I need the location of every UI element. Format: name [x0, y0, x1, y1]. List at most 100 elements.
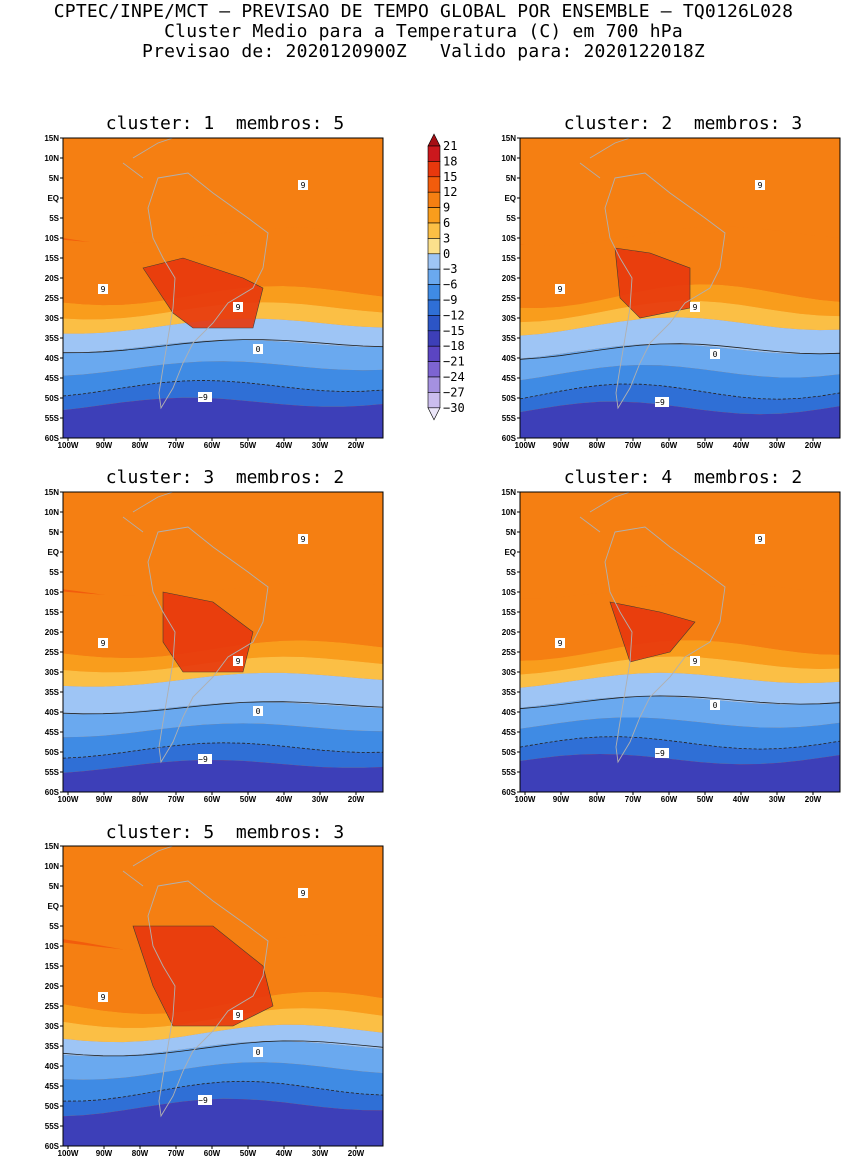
temperature-band: [520, 300, 840, 336]
lat-label: 60S: [45, 788, 60, 797]
lat-label: 15N: [44, 488, 59, 497]
map-frame: [519, 137, 841, 439]
lon-label: 20W: [348, 1149, 365, 1157]
lon-label: 40W: [276, 441, 293, 450]
lat-label: 50S: [502, 394, 517, 403]
lat-label: 60S: [45, 1142, 60, 1151]
map-panel-5: 9 9 9 0 −9 15N 10N 5N EQ 5S 10S 15S 20S 25S 30S 35S 40S 4…: [44, 842, 384, 1157]
hot-core-region: [132, 925, 274, 1027]
temperature-band: [520, 384, 840, 415]
contour-label-minus-9: −9: [198, 392, 212, 402]
south-america-coastline: [147, 526, 269, 764]
contour-label-0: 0: [253, 706, 263, 716]
panel-title-3: cluster: 3 membros: 2: [105, 467, 345, 488]
lat-label: 45S: [45, 374, 60, 383]
isotherm-minus-9: [62, 1080, 384, 1102]
contour-label-0: 0: [253, 344, 263, 354]
lat-label: 45S: [502, 374, 517, 383]
isotherm-zero: [62, 701, 384, 715]
temperature-band: [63, 1098, 383, 1146]
contour-label-9: 9: [690, 656, 700, 666]
lat-label: 5S: [49, 922, 59, 931]
lon-label: 90W: [96, 795, 113, 804]
header-line-3: Previsao de: 2020120900Z Valido para: 20…: [142, 41, 705, 62]
contour-label-minus-9: −9: [655, 397, 669, 407]
lat-label: 20S: [45, 274, 60, 283]
colorbar-swatch: [427, 207, 441, 224]
map-panel-2: 9 9 9 0 −9 15N 10N 5N EQ 5S 10S 15S 20S 25S 30S 35S 40S 4…: [501, 134, 841, 450]
temperature-band: [520, 365, 840, 400]
lon-label: 40W: [276, 795, 293, 804]
temperature-band: [520, 754, 840, 792]
map-frame: [62, 491, 384, 793]
colorbar-label: 18: [443, 154, 457, 168]
lat-label: 45S: [45, 1082, 60, 1091]
colorbar-swatch: [427, 145, 441, 162]
isotherm-zero: [519, 343, 841, 360]
temperature-band: [63, 672, 383, 715]
map-svg-2: 9 9 9 0 −9 15N 10N 5N EQ 5S 10S 15S 20S 25S 30S 35S 40S 4…: [501, 134, 841, 450]
lon-label: 100W: [58, 795, 79, 804]
colorbar-swatch: [427, 284, 441, 301]
panel-title-2: cluster: 2 membros: 3: [563, 113, 803, 134]
lon-label: 80W: [132, 1149, 149, 1157]
svg-text:0: 0: [713, 701, 718, 710]
temperature-band: [520, 284, 840, 323]
lat-label: 35S: [502, 334, 517, 343]
temperature-band: [520, 640, 840, 675]
lat-label: EQ: [504, 548, 516, 557]
colorbar-label: −15: [443, 324, 465, 338]
contour-label-9: 9: [233, 656, 243, 666]
isotherm-minus-9: [519, 736, 841, 750]
svg-text:−9: −9: [198, 1096, 208, 1105]
band-6-9: [63, 492, 383, 600]
contour-label-9: 9: [98, 992, 108, 1002]
colorbar-swatch: [427, 392, 441, 409]
colorbar-swatch: [427, 176, 441, 193]
lat-label: 40S: [502, 708, 517, 717]
svg-text:0: 0: [256, 1048, 261, 1057]
lat-label: EQ: [47, 548, 59, 557]
lon-label: 80W: [589, 441, 606, 450]
lat-label: 5N: [506, 174, 516, 183]
lat-label: 20S: [45, 628, 60, 637]
lat-label: 25S: [45, 294, 60, 303]
lat-label: 10N: [501, 508, 516, 517]
svg-text:9: 9: [758, 181, 763, 190]
isotherm-minus-9: [62, 742, 384, 759]
map-panel-4: 9 9 9 0 −9 15N 10N 5N EQ 5S 10S 15S 20S 25S 30S 35S 40S 4…: [501, 488, 841, 804]
lon-label: 30W: [312, 1149, 329, 1157]
panel-title-5: cluster: 5 membros: 3: [105, 822, 345, 843]
colorbar-swatch: [427, 161, 441, 178]
svg-text:9: 9: [301, 535, 306, 544]
hot-core-region: [162, 591, 254, 673]
lon-label: 20W: [805, 795, 822, 804]
colorbar-swatch: [427, 253, 441, 270]
isotherm-zero: [62, 339, 384, 354]
temperature-band: [63, 318, 383, 353]
lat-label: 10S: [45, 588, 60, 597]
lat-label: 45S: [45, 728, 60, 737]
lat-label: 25S: [502, 648, 517, 657]
colorbar-swatch: [427, 361, 441, 378]
lat-label: 60S: [502, 788, 517, 797]
temperature-band: [520, 696, 840, 729]
lon-label: 30W: [769, 795, 786, 804]
south-america-coastline: [604, 526, 726, 764]
lon-label: 80W: [132, 441, 149, 450]
contour-label-minus-9: −9: [198, 1095, 212, 1105]
lat-label: 15S: [45, 608, 60, 617]
svg-text:9: 9: [101, 993, 106, 1002]
lat-label: 15S: [45, 962, 60, 971]
lat-label: 15S: [502, 608, 517, 617]
lat-label: 40S: [45, 1062, 60, 1071]
lat-label: 10S: [502, 234, 517, 243]
lat-label: 30S: [502, 314, 517, 323]
lat-label: 10N: [501, 154, 516, 163]
svg-text:0: 0: [713, 350, 718, 359]
lat-label: 30S: [45, 1022, 60, 1031]
map-svg-5: 9 9 9 0 −9 15N 10N 5N EQ 5S 10S 15S 20S 25S 30S 35S 40S 4…: [44, 842, 384, 1157]
lon-label: 80W: [132, 795, 149, 804]
lon-label: 70W: [625, 795, 642, 804]
lon-label: 90W: [96, 441, 113, 450]
